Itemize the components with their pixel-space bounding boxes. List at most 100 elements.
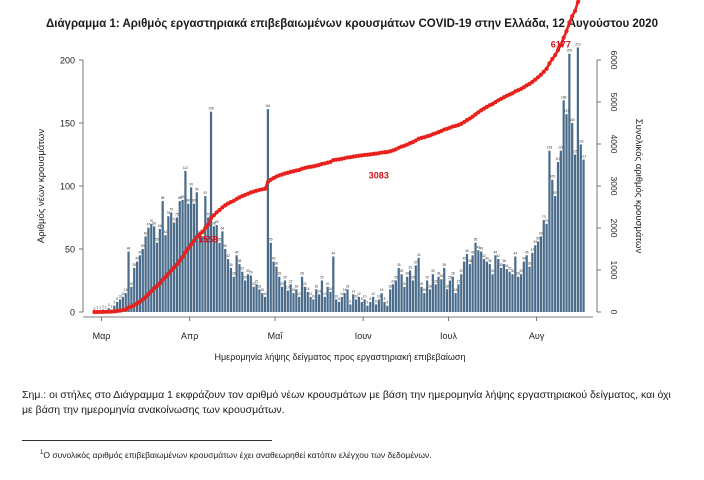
bar bbox=[403, 286, 406, 312]
bar-value-label: 25 bbox=[243, 276, 247, 280]
bar bbox=[474, 242, 477, 312]
bar bbox=[170, 212, 173, 312]
cumulative-point bbox=[265, 179, 271, 185]
bar bbox=[536, 241, 540, 312]
cumulative-point bbox=[570, 14, 575, 19]
bar bbox=[460, 274, 463, 312]
bar-value-label: 40 bbox=[522, 257, 526, 261]
bar-value-label: 40 bbox=[272, 257, 276, 261]
bar bbox=[528, 266, 531, 312]
bar bbox=[244, 280, 247, 312]
bar bbox=[255, 284, 258, 312]
bar-value-label: 18 bbox=[346, 284, 350, 288]
bar-value-label: 61 bbox=[198, 230, 202, 234]
bar-value-label: 35 bbox=[499, 263, 503, 267]
bar-value-label: 15 bbox=[260, 288, 264, 292]
bar-value-label: 22 bbox=[391, 279, 395, 283]
bar-value-label: 28 bbox=[300, 272, 304, 276]
bar bbox=[315, 289, 318, 312]
bar bbox=[417, 257, 420, 312]
bar bbox=[477, 250, 480, 312]
bar-value-label: 3 bbox=[108, 303, 110, 307]
bar bbox=[352, 294, 355, 312]
bar bbox=[298, 296, 301, 312]
bar-value-label: 128 bbox=[547, 146, 553, 150]
bar-value-label: 56 bbox=[536, 236, 540, 240]
bar bbox=[312, 299, 315, 312]
bar bbox=[147, 227, 150, 312]
bar-value-label: 20 bbox=[130, 282, 134, 286]
bar-value-label: 10 bbox=[118, 294, 122, 298]
bar bbox=[144, 236, 147, 312]
cumulative-point bbox=[154, 283, 160, 289]
cumulative-point bbox=[146, 292, 151, 297]
bar-value-label: 68 bbox=[212, 221, 216, 225]
chart-note: Σημ.: οι στήλες στο Διάγραμμα 1 εκφράζου… bbox=[22, 389, 671, 416]
bar bbox=[204, 196, 207, 312]
bar bbox=[514, 256, 517, 312]
bar-value-label: 73 bbox=[542, 215, 546, 219]
cumulative-point bbox=[547, 61, 552, 66]
bar-value-label: 8 bbox=[116, 297, 118, 301]
bar-value-label: 55 bbox=[155, 238, 159, 242]
bar bbox=[494, 255, 497, 312]
bar bbox=[238, 264, 241, 312]
bar bbox=[130, 286, 133, 312]
bar bbox=[485, 261, 488, 312]
bar-value-label: 28 bbox=[516, 272, 520, 276]
cumulative-point bbox=[555, 48, 561, 53]
bar bbox=[380, 293, 383, 312]
cumulative-point bbox=[533, 77, 538, 82]
bar bbox=[161, 201, 164, 312]
bar bbox=[480, 251, 483, 312]
bar bbox=[113, 305, 116, 312]
x-tick-label: Ιουν bbox=[355, 331, 372, 341]
bar-value-label: 36 bbox=[275, 262, 279, 266]
bar-value-label: 25 bbox=[425, 276, 429, 280]
bar bbox=[252, 286, 255, 312]
bar bbox=[281, 286, 284, 312]
bar bbox=[420, 286, 423, 312]
bar bbox=[343, 293, 346, 312]
bar bbox=[408, 270, 412, 312]
right-tick-label: 0 bbox=[609, 310, 619, 315]
bar-value-label: 15 bbox=[343, 288, 347, 292]
bar-value-label: 71 bbox=[172, 218, 176, 222]
bar-value-label: 35 bbox=[442, 263, 446, 267]
bar bbox=[471, 255, 474, 312]
bar-value-label: 42 bbox=[496, 254, 500, 258]
bar-value-label: 20 bbox=[252, 282, 256, 286]
bar-value-label: 125 bbox=[572, 150, 578, 154]
bar-value-label: 25 bbox=[448, 276, 452, 280]
bar bbox=[451, 276, 454, 312]
bar-value-label: 68 bbox=[152, 221, 156, 225]
cumulative-point bbox=[169, 268, 174, 273]
cumulative-point bbox=[160, 277, 165, 282]
cumulative-point bbox=[140, 297, 145, 302]
bar-value-label: 15 bbox=[292, 288, 296, 292]
bar bbox=[556, 162, 560, 312]
bar bbox=[397, 267, 400, 312]
right-tick-label: 4000 bbox=[609, 135, 619, 154]
bar-value-label: 119 bbox=[555, 157, 560, 161]
bar-value-label: 38 bbox=[488, 259, 492, 263]
bar-value-label: 45 bbox=[494, 250, 498, 254]
bar-value-label: 25 bbox=[411, 276, 415, 280]
bar-value-label: 92 bbox=[204, 191, 208, 195]
bar-value-label: 12 bbox=[263, 292, 267, 296]
bar bbox=[448, 280, 452, 312]
bar bbox=[164, 235, 167, 312]
bar-value-label: 55 bbox=[269, 238, 273, 242]
bar-value-label: 43 bbox=[417, 253, 421, 257]
bar bbox=[440, 279, 443, 312]
bar-value-label: 42 bbox=[482, 254, 486, 258]
bar bbox=[241, 271, 244, 312]
bar-value-label: 55 bbox=[474, 238, 478, 242]
bar-value-label: 35 bbox=[229, 263, 233, 267]
cumulative-point bbox=[177, 258, 182, 263]
bar-value-label: 60 bbox=[539, 231, 543, 235]
bar bbox=[229, 267, 233, 312]
bar-value-label: 38 bbox=[468, 259, 472, 263]
bar bbox=[261, 293, 264, 312]
cumulative-point bbox=[558, 42, 563, 47]
